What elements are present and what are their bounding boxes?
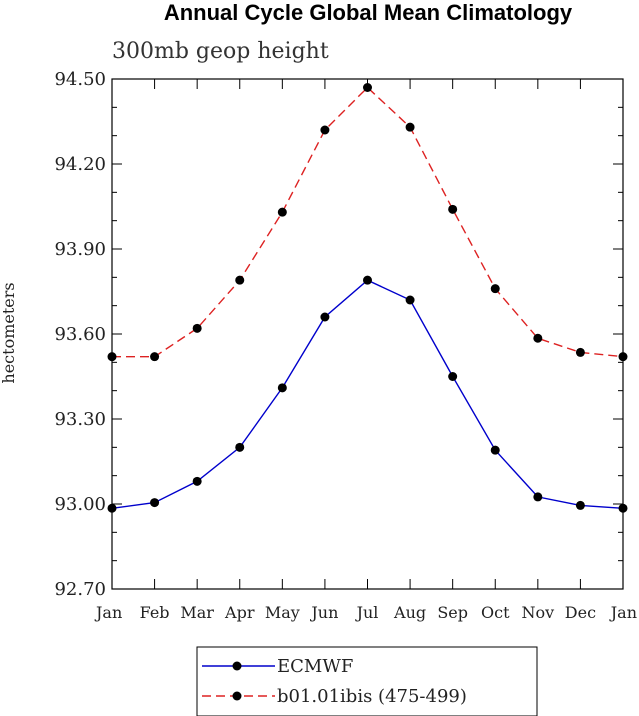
data-point xyxy=(363,83,372,92)
data-point xyxy=(575,347,585,357)
x-tick-label: Aug xyxy=(393,603,426,622)
data-point xyxy=(277,207,287,217)
y-tick-label: 93.30 xyxy=(54,409,106,430)
data-point xyxy=(405,122,415,132)
y-tick-labels: 92.70 93.00 93.30 93.60 93.90 94.20 94.50 xyxy=(54,69,106,600)
data-point xyxy=(192,323,202,333)
series-line xyxy=(111,279,624,509)
data-point xyxy=(533,492,543,502)
series-line xyxy=(112,86,624,358)
y-axis-label: hectometers xyxy=(0,282,18,383)
legend: ECMWF b01.01ibis (475-499) xyxy=(196,646,538,716)
legend-box xyxy=(196,646,538,716)
chart-subtitle: 300mb geop height xyxy=(112,39,329,64)
data-point xyxy=(448,372,458,381)
data-point xyxy=(363,275,372,285)
data-point xyxy=(533,333,543,343)
x-tick-label: Jan xyxy=(94,603,122,622)
data-point xyxy=(575,500,585,510)
data-point xyxy=(490,445,500,455)
legend-label: ECMWF xyxy=(277,656,353,677)
series-layer xyxy=(107,83,628,513)
data-point xyxy=(192,476,202,486)
data-point xyxy=(320,312,330,322)
data-point xyxy=(320,125,330,135)
x-tick-label: Dec xyxy=(565,603,596,622)
series-2 xyxy=(107,83,628,362)
x-tick-label: Apr xyxy=(224,603,255,622)
data-point xyxy=(150,352,160,362)
y-tick-label: 94.20 xyxy=(54,154,106,175)
legend-marker xyxy=(232,691,242,701)
y-tick-label: 93.90 xyxy=(54,239,106,260)
x-tick-label: Feb xyxy=(140,603,170,622)
y-tick-label: 92.70 xyxy=(54,579,106,600)
series-1 xyxy=(107,275,628,513)
x-tick-labels: Jan Feb Mar Apr May Jun Jul Aug Sep Oct Nov Dec Jan xyxy=(94,603,637,622)
legend-item: b01.01ibis (475-499) xyxy=(202,686,467,707)
y-tick-label: 93.60 xyxy=(54,324,106,345)
data-point xyxy=(277,383,287,393)
axis-ticks xyxy=(111,78,624,590)
x-tick-label: May xyxy=(265,603,300,622)
x-tick-label: Mar xyxy=(180,603,214,622)
data-point xyxy=(235,275,245,285)
legend-label: b01.01ibis (475-499) xyxy=(277,686,467,707)
chart-title: Annual Cycle Global Mean Climatology xyxy=(164,0,573,25)
data-point xyxy=(448,204,458,214)
x-tick-label: Sep xyxy=(437,603,468,622)
y-tick-label: 94.50 xyxy=(54,69,106,90)
x-tick-label: Jan xyxy=(609,603,637,622)
data-point xyxy=(235,442,245,452)
x-tick-label: Oct xyxy=(481,603,510,622)
data-point xyxy=(405,295,415,305)
data-point xyxy=(490,284,500,294)
x-tick-label: Nov xyxy=(521,603,554,622)
legend-item: ECMWF xyxy=(202,656,353,677)
legend-marker xyxy=(232,661,242,671)
plot-frame xyxy=(111,78,624,590)
data-point xyxy=(150,498,160,508)
x-tick-label: Jul xyxy=(355,603,379,622)
y-tick-label: 93.00 xyxy=(54,494,106,515)
x-tick-label: Jun xyxy=(309,603,338,622)
